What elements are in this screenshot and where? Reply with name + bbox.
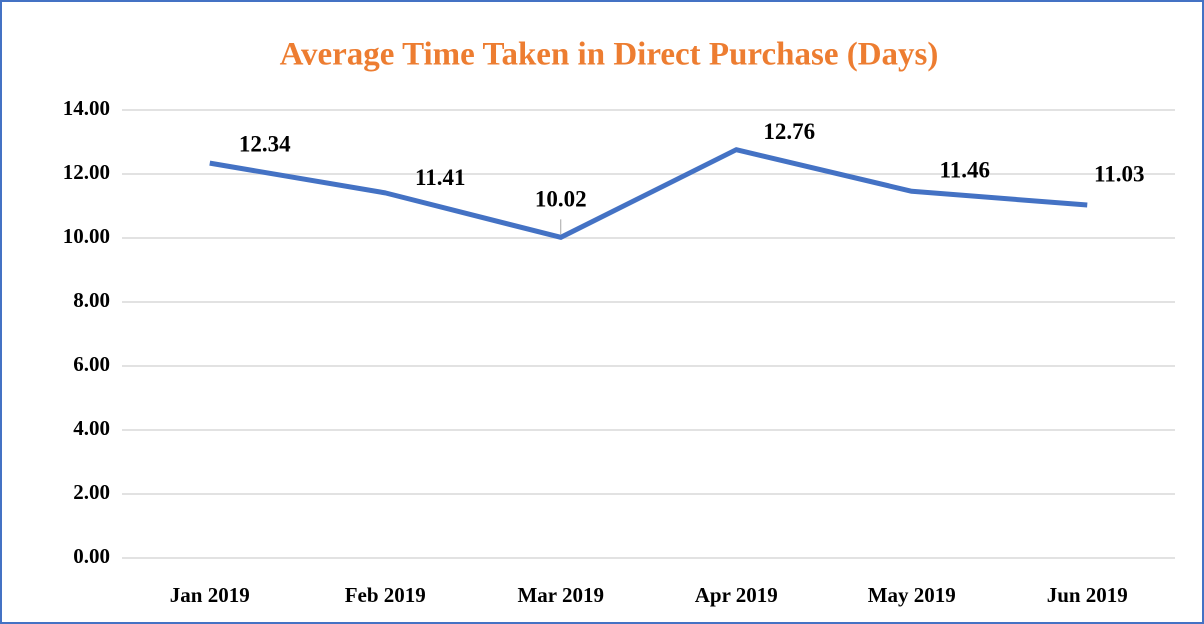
data-label: 12.34: [239, 131, 291, 156]
y-tick-label: 8.00: [73, 288, 110, 312]
y-tick-label: 2.00: [73, 480, 110, 504]
data-label: 12.76: [763, 119, 815, 144]
data-label: 10.02: [535, 187, 587, 212]
data-label: 11.41: [415, 165, 465, 190]
y-tick-label: 0.00: [73, 544, 110, 568]
data-label: 11.03: [1094, 161, 1144, 186]
x-tick-label: Feb 2019: [345, 583, 426, 607]
x-tick-label: May 2019: [868, 583, 956, 607]
chart-title: Average Time Taken in Direct Purchase (D…: [280, 37, 939, 73]
y-tick-label: 10.00: [63, 224, 110, 248]
y-tick-label: 12.00: [63, 160, 110, 184]
y-tick-label: 14.00: [63, 96, 110, 120]
x-tick-label: Jun 2019: [1047, 583, 1128, 607]
line-series: [209, 147, 1088, 240]
y-tick-label: 4.00: [73, 416, 110, 440]
x-tick-label: Apr 2019: [695, 583, 778, 607]
x-tick-label: Mar 2019: [517, 583, 604, 607]
x-tick-label: Jan 2019: [170, 583, 250, 607]
y-tick-label: 6.00: [73, 352, 110, 376]
data-label: 11.46: [940, 158, 990, 183]
